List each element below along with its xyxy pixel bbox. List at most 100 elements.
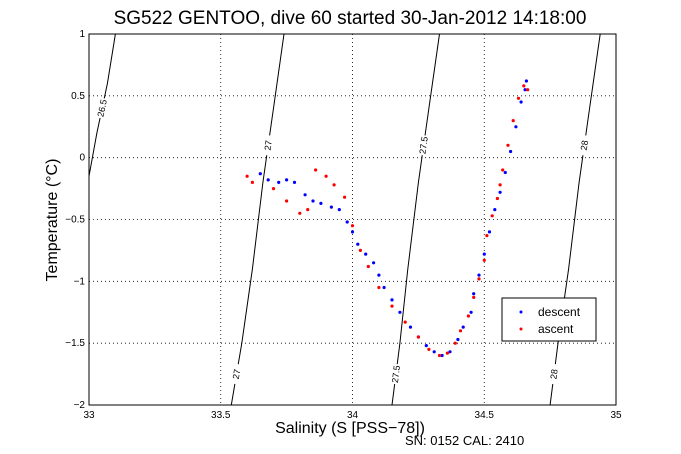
descent-point <box>390 298 394 302</box>
density-contour <box>391 33 440 406</box>
y-tick-label: −0.5 <box>65 215 85 226</box>
descent-point <box>498 190 502 194</box>
descent-point <box>258 172 262 176</box>
descent-point <box>364 252 368 256</box>
contour-label-bg <box>262 134 274 156</box>
descent-point <box>398 310 402 314</box>
ascent-point <box>377 285 381 290</box>
x-tick-label: 35 <box>610 410 622 421</box>
legend-descent-marker <box>519 310 523 314</box>
ascent-point <box>427 347 431 351</box>
y-tick-label: −1 <box>74 276 86 287</box>
ascent-point <box>485 234 489 238</box>
ascent-point <box>526 88 530 92</box>
descent-point <box>469 310 473 314</box>
y-tick-label: −2 <box>74 400 86 411</box>
ascent-point <box>271 187 276 191</box>
contour-label-bg <box>390 363 402 385</box>
descent-point <box>493 208 497 212</box>
contour-label: 28 <box>548 369 559 380</box>
contour-label-bg <box>579 134 590 156</box>
descent-point <box>424 344 428 348</box>
contour-label: 27 <box>263 140 274 151</box>
descent-point <box>509 149 513 154</box>
x-tick-labels: 33 33.5 34 34.5 35 <box>83 410 622 421</box>
ascent-point <box>516 96 521 100</box>
ascent-point <box>306 208 310 212</box>
x-tick-label: 33 <box>83 410 95 421</box>
ascent-point <box>490 214 494 218</box>
descent-point <box>382 285 386 290</box>
density-contour <box>230 33 285 406</box>
descent-point <box>337 208 341 212</box>
contour-label: 27.5 <box>390 365 402 384</box>
data-points <box>245 79 530 358</box>
descent-point <box>285 178 289 182</box>
legend-ascent-marker <box>519 327 523 331</box>
ascent-point <box>358 248 362 252</box>
descent-point <box>377 273 381 277</box>
descent-point <box>456 337 460 342</box>
ascent-point <box>343 195 347 199</box>
descent-point <box>477 273 481 277</box>
contour-label: 27 <box>231 368 243 380</box>
ascent-point <box>403 320 407 324</box>
ascent-point <box>498 183 502 187</box>
legend-box <box>501 297 597 342</box>
contour-label-bg <box>418 134 430 156</box>
ascent-point <box>453 341 457 345</box>
chart-title: SG522 GENTOO, dive 60 started 30-Jan-201… <box>114 8 587 29</box>
descent-point <box>524 79 529 83</box>
y-tick-label: −1.5 <box>65 338 85 349</box>
ascent-point <box>466 314 470 318</box>
descent-point <box>266 178 270 182</box>
ascent-point <box>445 351 449 355</box>
x-tick-label: 33.5 <box>211 410 231 421</box>
density-contours: 26.5 27 27 27.5 27.5 28 28 <box>88 33 601 406</box>
ascent-point <box>522 84 526 88</box>
ascent-point <box>511 119 515 123</box>
y-tick-label: 0 <box>79 153 85 164</box>
x-axis-label: Salinity (S [PSS−78]) <box>275 420 425 437</box>
ascent-point <box>245 174 249 178</box>
descent-point <box>432 350 436 354</box>
ascent-point <box>390 304 394 308</box>
descent-point <box>448 350 452 354</box>
contour-label-bg <box>96 97 109 119</box>
ascent-point <box>472 295 476 299</box>
ascent-point <box>495 196 499 201</box>
ascent-point <box>250 180 254 184</box>
descent-point <box>482 252 486 256</box>
ascent-point <box>458 329 463 333</box>
descent-point <box>303 193 307 197</box>
ascent-point <box>324 174 328 178</box>
y-tick-labels: 1 0.5 0 −0.5 −1 −1.5 −2 <box>65 29 85 411</box>
descent-point <box>461 325 465 329</box>
legend-ascent-label: ascent <box>538 322 574 336</box>
y-axis-label: Temperature (°C) <box>44 159 61 282</box>
y-tick-label: 0.5 <box>71 91 85 102</box>
ascent-point <box>506 143 510 147</box>
legend: descent ascent <box>501 297 597 342</box>
ascent-point <box>332 183 336 187</box>
contour-label: 26.5 <box>95 99 108 118</box>
ascent-point <box>437 353 442 358</box>
y-tick-label: 1 <box>79 29 85 40</box>
contour-label-bg <box>548 363 560 385</box>
descent-point <box>519 100 523 104</box>
descent-point <box>408 325 413 329</box>
descent-point <box>292 180 297 184</box>
descent-point <box>311 199 315 203</box>
descent-point <box>514 125 518 129</box>
contour-label-bg <box>230 363 243 385</box>
descent-point <box>503 170 507 175</box>
ascent-point <box>350 224 355 228</box>
contour-label: 27.5 <box>417 136 429 155</box>
descent-point <box>356 242 360 246</box>
descent-point <box>345 220 349 224</box>
plot-frame <box>88 33 617 406</box>
descent-point <box>523 88 527 92</box>
descent-point <box>319 201 323 205</box>
ascent-point <box>285 199 289 203</box>
